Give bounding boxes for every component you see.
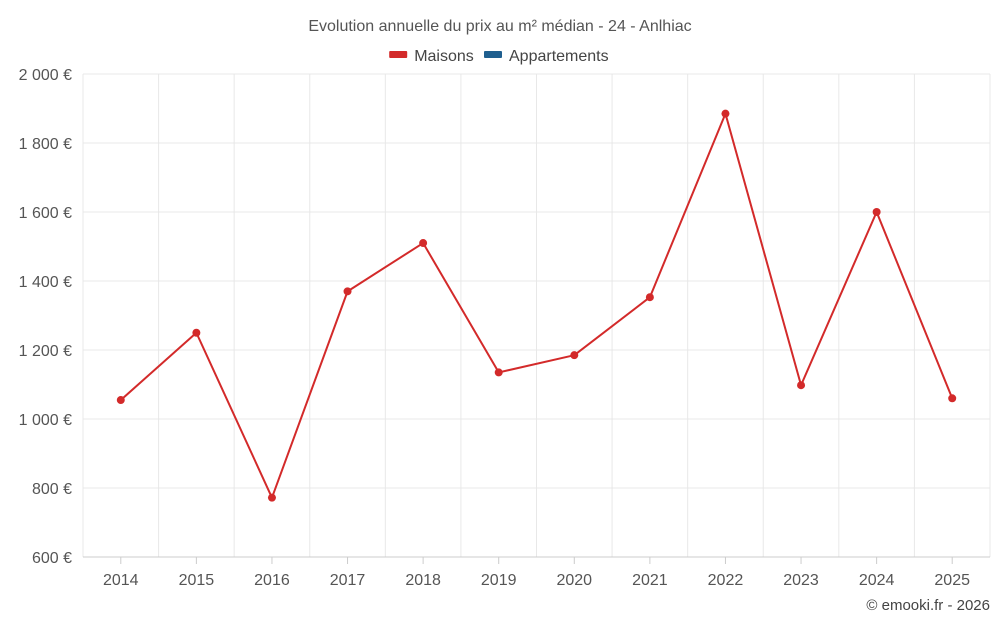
x-axis: 2014 2015 2016 2017 2018 2019 2020 2021 2022 2023… (83, 556, 990, 589)
x-tick-label: 2017 (330, 572, 366, 589)
data-point (419, 239, 428, 248)
y-tick-label: 1 600 € (19, 205, 72, 222)
x-tick-label: 2015 (179, 572, 215, 589)
y-tick-label: 1 200 € (19, 343, 72, 360)
y-tick-label: 1 400 € (19, 274, 72, 291)
data-point (267, 493, 276, 502)
data-point (645, 293, 654, 302)
legend-label: Appartements (509, 48, 609, 65)
y-axis: 600 € 800 € 1 000 € 1 200 € 1 400 € 1 600 € 1 … (19, 67, 72, 567)
x-tick-label: 2021 (632, 572, 668, 589)
legend-swatch (484, 51, 502, 58)
legend-label: Maisons (414, 48, 474, 65)
x-tick-label: 2014 (103, 572, 139, 589)
x-tick-label: 2022 (708, 572, 744, 589)
x-tick-label: 2025 (934, 572, 970, 589)
series-layer (116, 109, 957, 502)
x-tick-label: 2024 (859, 572, 895, 589)
x-tick-label: 2019 (481, 572, 517, 589)
data-point (721, 109, 730, 118)
legend: Maisons Appartements (389, 48, 609, 65)
data-point (343, 287, 352, 296)
x-tick-label: 2018 (405, 572, 441, 589)
y-tick-label: 1 000 € (19, 412, 72, 429)
data-point (494, 368, 503, 377)
legend-item-maisons: Maisons (389, 48, 474, 65)
legend-swatch (389, 51, 408, 58)
y-tick-label: 1 800 € (19, 136, 72, 153)
x-tick-label: 2023 (783, 572, 819, 589)
series-line-maisons (120, 112, 954, 499)
legend-item-appartements: Appartements (484, 48, 609, 65)
chart-title: Evolution annuelle du prix au m² médian … (308, 18, 691, 35)
data-point (872, 208, 881, 216)
data-point (797, 381, 806, 390)
data-point (116, 396, 125, 405)
x-tick-label: 2020 (556, 572, 592, 589)
credit-text: © emooki.fr - 2026 (866, 597, 990, 614)
data-point (570, 351, 579, 360)
y-tick-label: 600 € (32, 550, 72, 567)
x-tick-label: 2016 (254, 572, 290, 589)
data-point (948, 394, 957, 403)
grid (82, 73, 991, 558)
data-point (192, 328, 201, 337)
y-tick-label: 2 000 € (19, 67, 72, 84)
y-tick-label: 800 € (32, 481, 72, 498)
